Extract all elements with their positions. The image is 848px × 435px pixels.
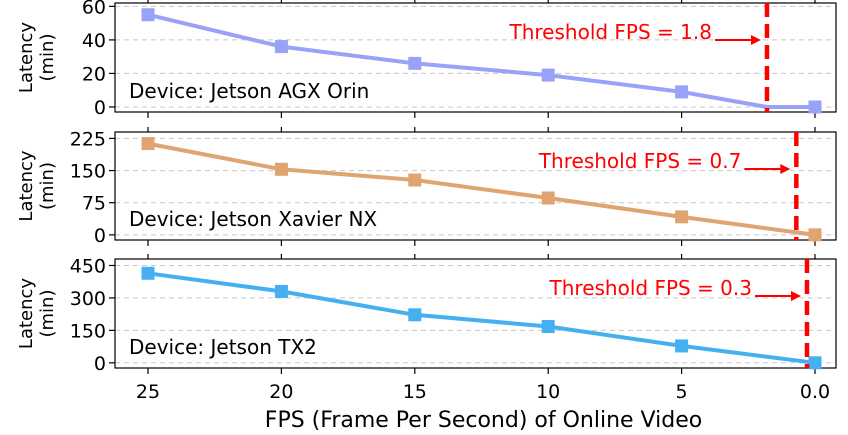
device-label: Device: Jetson Xavier NX	[129, 207, 377, 231]
data-point	[541, 68, 555, 82]
y-tick-label: 225	[70, 128, 106, 150]
data-point	[274, 284, 288, 298]
data-point	[541, 191, 555, 205]
x-tick-label: 20	[269, 381, 293, 403]
data-point	[541, 319, 555, 333]
y-tick-label: 40	[82, 30, 106, 52]
y-axis-label: Latency	[16, 150, 37, 221]
y-tick-label: 150	[70, 320, 106, 342]
threshold-label: Threshold FPS = 1.8	[509, 20, 712, 44]
axes-frame	[114, 131, 837, 241]
data-point	[274, 40, 288, 54]
x-tick-label: 15	[403, 381, 427, 403]
axes-frame	[114, 258, 837, 369]
data-point	[408, 56, 422, 70]
y-tick-label: 300	[70, 288, 106, 310]
data-point	[808, 100, 822, 114]
data-point	[808, 228, 822, 242]
data-point	[808, 356, 822, 370]
data-point	[675, 210, 689, 224]
y-tick-label: 20	[82, 63, 106, 85]
y-axis-label-unit: (min)	[37, 162, 58, 210]
threshold-label: Threshold FPS = 0.7	[538, 149, 741, 173]
data-point	[675, 85, 689, 99]
y-tick-label: 0	[94, 353, 106, 375]
panel-2: 0 75 150 225 Threshold FPS = 0.7 Device: Jets…	[16, 127, 837, 247]
data-point	[141, 137, 155, 151]
y-tick-label: 75	[82, 193, 106, 215]
y-tick-label: 60	[82, 0, 106, 18]
x-tick-label: 25	[136, 381, 160, 403]
y-tick-label: 0	[94, 97, 106, 119]
device-label: Device: Jetson AGX Orin	[129, 79, 369, 103]
y-tick-label: 150	[70, 161, 106, 183]
threshold-arrowhead	[780, 164, 791, 174]
threshold-arrowhead	[750, 35, 761, 45]
data-point	[141, 8, 155, 22]
y-axis-label-unit: (min)	[37, 290, 58, 338]
panel-3: 0 150 300 450 Threshold FPS = 0.3 Device: Jet…	[16, 254, 837, 375]
data-point	[675, 339, 689, 353]
y-axis-label: Latency	[16, 278, 37, 349]
y-axis-label: Latency	[16, 22, 37, 93]
device-label: Device: Jetson TX2	[129, 335, 317, 359]
x-tick-label: 10	[536, 381, 560, 403]
y-tick-label: 0	[94, 225, 106, 247]
series-line	[147, 141, 816, 237]
data-point	[274, 162, 288, 176]
threshold-label: Threshold FPS = 0.3	[549, 276, 752, 300]
data-point	[408, 308, 422, 322]
data-point	[408, 173, 422, 187]
x-tick-label: 5	[676, 381, 688, 403]
panel-1: 0 20 40 60 Threshold FPS = 1.8 Device: Jetson…	[16, 0, 837, 119]
axes-frame	[114, 2, 837, 113]
data-point	[141, 266, 155, 280]
y-axis-label-unit: (min)	[37, 34, 58, 82]
series-line	[147, 271, 816, 365]
y-tick-label: 450	[70, 255, 106, 277]
threshold-arrowhead	[790, 291, 801, 301]
x-tick-label: 0.0	[800, 381, 830, 403]
x-axis-label: FPS (Frame Per Second) of Online Video	[265, 408, 702, 433]
